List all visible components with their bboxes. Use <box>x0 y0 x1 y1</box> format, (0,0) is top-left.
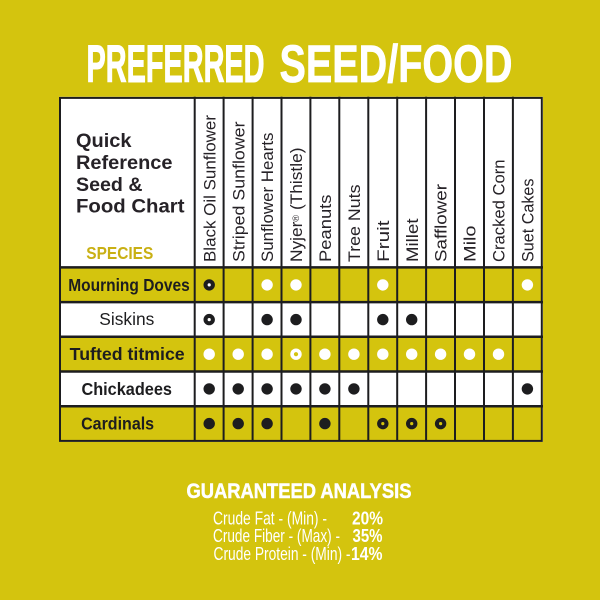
svg-text:Crude Fat - (Min) -: Crude Fat - (Min) - <box>213 508 327 528</box>
svg-text:Sunflower Hearts: Sunflower Hearts <box>258 133 277 263</box>
svg-text:Siskins: Siskins <box>99 309 154 329</box>
svg-text:Crude Protein - (Min) -: Crude Protein - (Min) - <box>214 544 351 564</box>
svg-text:Tufted titmice: Tufted titmice <box>70 344 185 364</box>
svg-text:Fruit: Fruit <box>374 220 393 262</box>
svg-text:Seed &: Seed & <box>76 174 143 196</box>
svg-text:Nyjer® (Thistle): Nyjer® (Thistle) <box>287 148 306 263</box>
svg-text:Food Chart: Food Chart <box>76 196 185 218</box>
svg-text:Safflower: Safflower <box>432 184 451 262</box>
svg-text:35%: 35% <box>353 526 383 546</box>
svg-text:Crude Fiber - (Max) -: Crude Fiber - (Max) - <box>213 526 340 546</box>
svg-text:Reference: Reference <box>76 152 173 174</box>
svg-text:SPECIES: SPECIES <box>86 243 153 263</box>
svg-text:Black Oil Sunflower: Black Oil Sunflower <box>200 115 219 262</box>
svg-text:SEED/FOOD: SEED/FOOD <box>280 35 513 94</box>
svg-text:Cracked Corn: Cracked Corn <box>490 160 509 263</box>
svg-text:GUARANTEED ANALYSIS: GUARANTEED ANALYSIS <box>187 479 412 503</box>
svg-text:PREFERRED: PREFERRED <box>87 35 265 94</box>
svg-text:Mourning Doves: Mourning Doves <box>68 275 190 295</box>
svg-text:Tree Nuts: Tree Nuts <box>345 185 364 263</box>
svg-text:Chickadees: Chickadees <box>81 379 172 399</box>
svg-text:Cardinals: Cardinals <box>81 414 154 434</box>
svg-text:Striped Sunflower: Striped Sunflower <box>229 121 248 262</box>
svg-text:Peanuts: Peanuts <box>316 195 335 263</box>
svg-text:Quick: Quick <box>76 130 132 152</box>
svg-text:Millet: Millet <box>403 218 422 262</box>
svg-text:Suet Cakes: Suet Cakes <box>519 179 538 263</box>
svg-text:Milo: Milo <box>461 226 480 263</box>
svg-text:14%: 14% <box>351 544 383 564</box>
svg-text:20%: 20% <box>352 508 383 528</box>
